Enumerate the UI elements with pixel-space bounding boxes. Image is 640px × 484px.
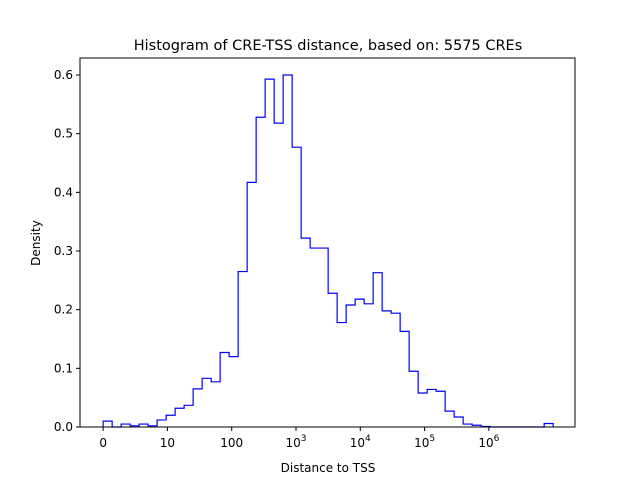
histogram-bin [364,304,373,427]
histogram-bin [355,299,364,427]
y-axis-label: Density [29,220,43,266]
histogram-bin [328,293,337,427]
y-tick-label: 0.1 [54,361,73,375]
histogram-bin [391,313,400,427]
y-tick-label: 0.2 [54,303,73,317]
x-tick-label: 0 [99,436,107,450]
histogram-bin [427,389,436,427]
histogram-bin [310,248,319,427]
histogram-bin [319,248,328,427]
histogram-bin [373,273,382,427]
histogram-bin [238,272,247,427]
x-tick-label: 105 [414,434,435,450]
histogram-bin [220,352,229,427]
x-tick-label: 104 [350,434,371,450]
y-tick-label: 0.6 [54,68,73,82]
histogram-bin [454,417,463,427]
histogram-bin [175,408,184,427]
chart-title: Histogram of CRE-TSS distance, based on:… [134,38,523,54]
histogram-step-outline [102,74,554,428]
histogram-bin [418,393,427,427]
histogram-bin [274,123,283,427]
histogram-bin [301,238,310,427]
histogram-bin [337,323,346,427]
x-tick-label: 10 [160,436,175,450]
x-tick-label: 106 [478,434,499,450]
y-tick-label: 0.0 [54,420,73,434]
histogram-bin [445,411,454,427]
histogram-bin [256,117,265,427]
histogram-bin [166,415,175,427]
histogram-bin [265,79,274,427]
x-tick-label: 100 [220,436,243,450]
y-tick-label: 0.4 [54,185,73,199]
histogram-bin [382,311,391,427]
histogram-bin [400,331,409,427]
histogram-bin [292,147,301,427]
histogram-bin [193,389,202,427]
histogram-bin [202,378,211,427]
y-tick-label: 0.5 [54,127,73,141]
histogram-bin [184,405,193,427]
plot-frame [79,57,576,428]
histogram-bin [157,420,166,427]
histogram-bin [283,75,292,427]
histogram-bin [409,371,418,427]
histogram-bin [229,357,238,427]
x-tick-label: 103 [285,434,306,450]
histogram-bin [436,391,445,427]
histogram-bin [346,305,355,427]
histogram-bin [103,421,112,427]
x-axis-label: Distance to TSS [281,461,376,475]
histogram-bin [211,382,220,427]
histogram-bin [247,182,256,427]
y-tick-label: 0.3 [54,244,73,258]
